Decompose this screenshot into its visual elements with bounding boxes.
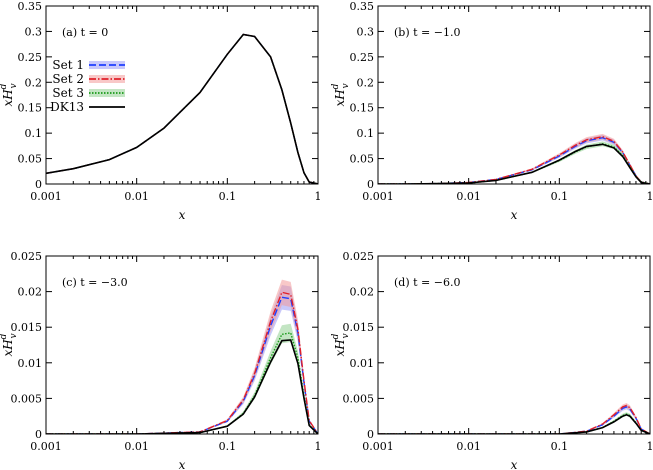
- y-axis-label-sub: v: [9, 83, 19, 88]
- panel-1: 0.001 0.01 0.1 1 0 0.05 0.1 0.15 0.2 0.25 0.3 0.35 x…: [0, 0, 322, 222]
- legend-label: DK13: [50, 100, 84, 114]
- y-axis-label-sub: v: [341, 333, 351, 338]
- uncertainty-band-set-3: [46, 323, 318, 434]
- series-line-dk13: [378, 143, 650, 184]
- y-axis-label: xHdv: [331, 333, 351, 356]
- plot-area: [46, 33, 318, 184]
- y-tick-label: 0.01: [350, 357, 375, 370]
- series-line-dk13: [378, 413, 650, 434]
- y-axis-label: xHdv: [331, 83, 351, 106]
- x-tick-label: 0.001: [362, 440, 394, 453]
- x-tick-label: 0.01: [456, 190, 481, 203]
- y-tick-label: 0.025: [343, 250, 375, 263]
- panel-label: (c) t = −3.0: [62, 276, 128, 289]
- panel-label: (b) t = −1.0: [394, 26, 460, 39]
- y-tick-label: 0.35: [350, 0, 375, 13]
- plot-frame: [45, 255, 319, 435]
- y-tick-label: 0.02: [350, 286, 375, 299]
- x-tick-label: 0.01: [124, 440, 149, 453]
- y-tick-label: 0.005: [343, 392, 375, 405]
- x-tick-label: 0.001: [30, 440, 62, 453]
- x-tick-label: 0.01: [456, 440, 481, 453]
- y-tick-label: 0.2: [25, 76, 43, 89]
- y-axis-label: xHdv: [0, 333, 19, 356]
- x-axis-label: x: [511, 208, 518, 222]
- y-axis-label-sub: v: [9, 333, 19, 338]
- uncertainty-band-set-2: [378, 403, 650, 434]
- panel-label: (d) t = −6.0: [394, 276, 460, 289]
- series-line-dk13: [46, 33, 318, 184]
- legend-label: Set 1: [52, 58, 84, 72]
- y-tick-label: 0.3: [357, 25, 375, 38]
- y-axis-label-main: xH: [1, 339, 15, 357]
- y-axis-label-main: xH: [333, 89, 347, 107]
- y-tick-label: 0.2: [357, 76, 375, 89]
- plot-frame: [377, 5, 651, 185]
- y-tick-label: 0: [367, 428, 374, 441]
- panel-4: 0.001 0.01 0.1 1 0 0.005 0.01 0.015 0.02 0.025 x xH…: [331, 250, 653, 470]
- plot-frame: [377, 255, 651, 435]
- legend-label: Set 2: [52, 72, 84, 86]
- y-tick-label: 0.05: [350, 153, 375, 166]
- uncertainty-band-set-3: [378, 141, 650, 184]
- y-tick-label: 0.015: [343, 321, 375, 334]
- legend-band-swatch: [89, 61, 125, 69]
- x-tick-label: 1: [647, 440, 653, 453]
- y-axis-label-sub: v: [341, 83, 351, 88]
- y-axis-label-sup: d: [0, 83, 9, 89]
- series-line-set-3: [378, 143, 650, 184]
- y-tick-label: 0.35: [18, 0, 43, 13]
- y-tick-label: 0.015: [11, 321, 43, 334]
- series-line-dk13: [46, 339, 318, 434]
- y-tick-label: 0.01: [18, 357, 43, 370]
- x-axis-label: x: [511, 458, 518, 470]
- uncertainty-band-set-3: [378, 412, 650, 434]
- x-tick-label: 0.1: [551, 190, 569, 203]
- plot-area: [378, 403, 650, 434]
- y-tick-label: 0: [367, 178, 374, 191]
- series-line-set-1: [378, 406, 650, 434]
- panel-3: 0.001 0.01 0.1 1 0 0.005 0.01 0.015 0.02 0.025 x xH…: [0, 250, 322, 470]
- panel-2: 0.001 0.01 0.1 1 0 0.05 0.1 0.15 0.2 0.25 0.3 0.35 x…: [331, 0, 653, 222]
- y-axis-label: xHdv: [0, 83, 19, 106]
- plot-area: [378, 133, 650, 184]
- x-tick-label: 0.1: [219, 190, 237, 203]
- y-axis-label-sup: d: [331, 333, 341, 339]
- plot-frame: [45, 5, 319, 185]
- y-tick-label: 0.3: [25, 25, 43, 38]
- y-tick-label: 0.1: [25, 127, 43, 140]
- y-tick-label: 0.25: [350, 51, 375, 64]
- y-tick-label: 0.15: [18, 102, 43, 115]
- y-axis-label-main: xH: [333, 339, 347, 357]
- uncertainty-band-set-2: [46, 279, 318, 434]
- series-line-set-2: [378, 404, 650, 434]
- y-axis-label-sup: d: [331, 83, 341, 89]
- x-tick-label: 0.001: [362, 190, 394, 203]
- y-axis-label-sup: d: [0, 333, 9, 339]
- y-tick-label: 0: [35, 178, 42, 191]
- x-axis-label: x: [179, 208, 186, 222]
- y-tick-label: 0.25: [18, 51, 43, 64]
- y-tick-label: 0.05: [18, 153, 43, 166]
- plot-area: [46, 279, 318, 434]
- x-tick-label: 1: [315, 440, 322, 453]
- x-axis-label: x: [179, 458, 186, 470]
- y-axis-label-main: xH: [1, 89, 15, 107]
- panel-label: (a) t = 0: [62, 26, 108, 39]
- y-tick-label: 0.02: [18, 286, 43, 299]
- y-tick-label: 0.1: [357, 127, 375, 140]
- y-tick-label: 0.15: [350, 102, 375, 115]
- x-tick-label: 0.01: [124, 190, 149, 203]
- y-tick-label: 0.025: [11, 250, 43, 263]
- x-tick-label: 1: [647, 190, 653, 203]
- legend-label: Set 3: [52, 86, 84, 100]
- y-tick-label: 0: [35, 428, 42, 441]
- x-tick-label: 0.1: [219, 440, 237, 453]
- x-tick-label: 1: [315, 190, 322, 203]
- y-tick-label: 0.005: [11, 392, 43, 405]
- x-tick-label: 0.1: [551, 440, 569, 453]
- x-tick-label: 0.001: [30, 190, 62, 203]
